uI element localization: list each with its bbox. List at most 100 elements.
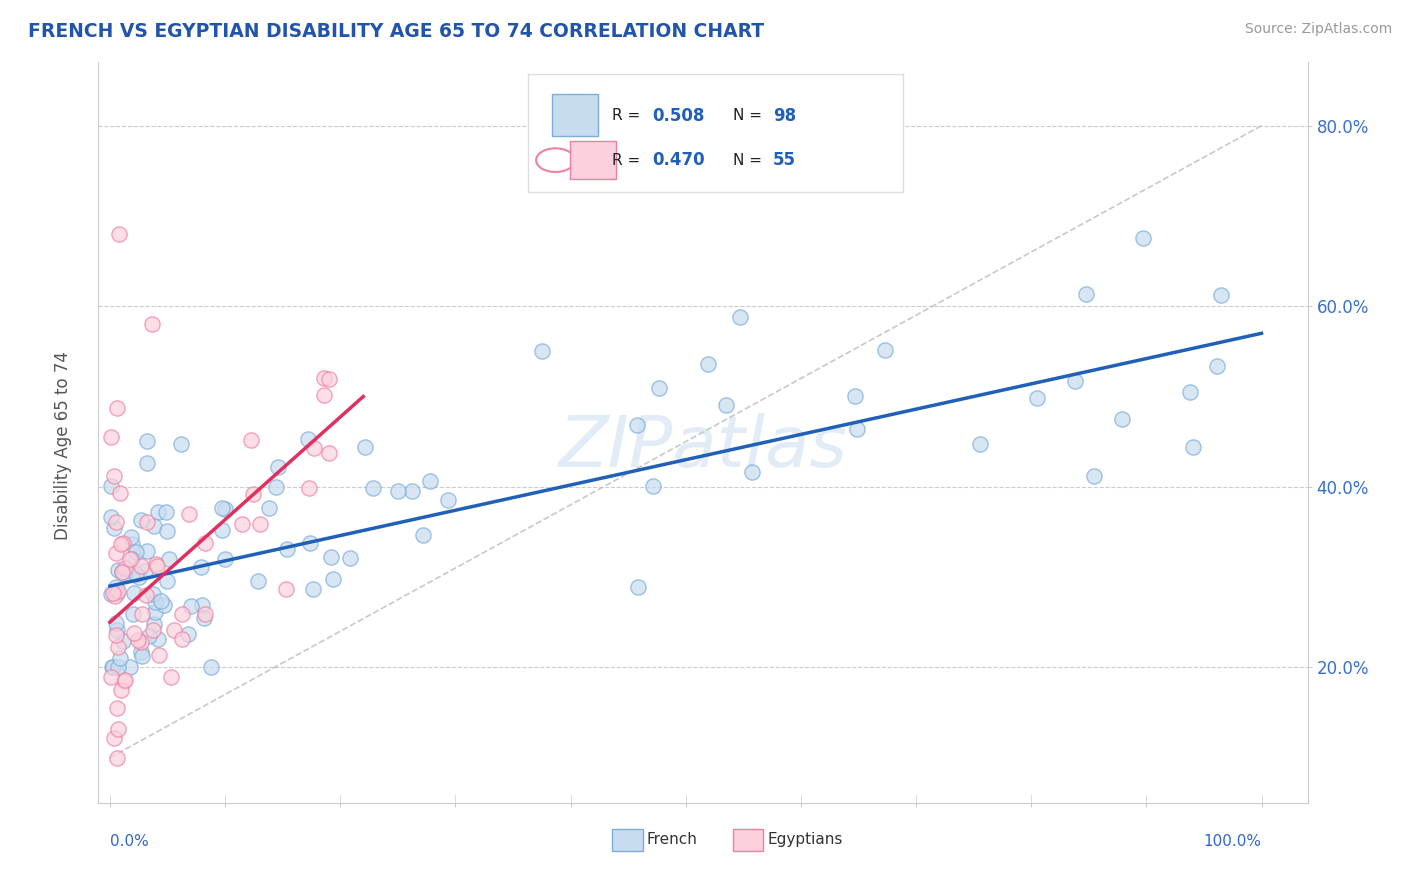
Point: [127, 632, 149, 647]
Point: [193, 610, 215, 624]
Point: [103, 660, 125, 674]
Point: [121, 537, 143, 551]
Point: [118, 552, 141, 566]
Point: [361, 481, 384, 495]
Point: [107, 563, 129, 577]
Point: [149, 594, 172, 608]
Text: 98: 98: [773, 107, 796, 125]
Point: [730, 310, 752, 324]
Point: [129, 645, 152, 659]
Point: [118, 660, 141, 674]
Text: N =: N =: [734, 108, 768, 123]
Point: [108, 227, 131, 241]
Point: [103, 469, 125, 483]
Point: [170, 607, 193, 621]
Point: [648, 382, 671, 396]
Point: [135, 588, 157, 602]
Point: [318, 372, 340, 386]
Text: R =: R =: [613, 108, 645, 123]
Point: [141, 318, 163, 332]
Point: [1206, 359, 1229, 374]
Point: [142, 587, 165, 601]
Point: [146, 632, 169, 646]
Point: [190, 560, 212, 574]
Point: [125, 566, 148, 581]
Point: [105, 628, 128, 642]
Point: [138, 629, 160, 643]
Point: [105, 615, 128, 630]
Point: [142, 616, 165, 631]
Point: [103, 731, 125, 745]
Point: [1111, 412, 1133, 426]
Point: [177, 507, 200, 521]
Point: [121, 552, 143, 566]
Point: [105, 580, 128, 594]
Text: French: French: [647, 832, 697, 847]
Text: Egyptians: Egyptians: [768, 832, 842, 847]
Point: [193, 607, 215, 621]
Point: [177, 626, 200, 640]
Point: [412, 527, 434, 541]
Point: [131, 607, 153, 621]
Point: [111, 536, 134, 550]
Point: [875, 343, 897, 357]
Point: [156, 524, 179, 539]
Point: [846, 422, 869, 436]
Point: [114, 561, 136, 575]
Point: [135, 434, 157, 448]
Text: R =: R =: [613, 153, 645, 168]
Point: [231, 517, 253, 532]
Text: 0.508: 0.508: [652, 107, 704, 125]
Text: ZIPatlas: ZIPatlas: [558, 413, 848, 482]
Point: [211, 500, 233, 515]
Point: [110, 486, 132, 500]
Point: [267, 459, 290, 474]
Point: [301, 582, 323, 597]
Point: [194, 536, 217, 550]
Point: [436, 493, 458, 508]
Point: [105, 401, 128, 416]
Point: [156, 574, 179, 588]
Text: 0.0%: 0.0%: [110, 834, 149, 849]
Point: [145, 558, 167, 572]
Point: [312, 388, 335, 402]
Point: [100, 430, 122, 444]
Point: [741, 465, 763, 479]
Point: [131, 649, 153, 664]
Point: [1074, 287, 1097, 301]
Point: [299, 536, 322, 550]
Point: [242, 487, 264, 501]
Point: [120, 530, 142, 544]
Point: [170, 632, 193, 646]
Point: [298, 481, 321, 495]
Point: [107, 722, 129, 736]
Point: [844, 389, 866, 403]
FancyBboxPatch shape: [527, 73, 903, 192]
Point: [100, 587, 122, 601]
Text: 55: 55: [773, 151, 796, 169]
Point: [114, 673, 136, 687]
Point: [101, 660, 124, 674]
Point: [247, 574, 270, 589]
Text: N =: N =: [734, 153, 768, 168]
Point: [135, 456, 157, 470]
Point: [155, 505, 177, 519]
Point: [339, 551, 361, 566]
Point: [387, 483, 409, 498]
Point: [696, 357, 718, 371]
Text: FRENCH VS EGYPTIAN DISABILITY AGE 65 TO 74 CORRELATION CHART: FRENCH VS EGYPTIAN DISABILITY AGE 65 TO …: [28, 22, 765, 41]
Point: [969, 437, 991, 451]
Point: [1132, 231, 1154, 245]
FancyBboxPatch shape: [551, 94, 598, 136]
Point: [180, 599, 202, 613]
Point: [111, 566, 134, 580]
Point: [110, 650, 132, 665]
Point: [143, 519, 166, 533]
Point: [1211, 288, 1233, 302]
Point: [401, 483, 423, 498]
Point: [419, 474, 441, 488]
Point: [160, 670, 183, 684]
Point: [125, 544, 148, 558]
Point: [157, 552, 180, 566]
Point: [134, 564, 156, 578]
